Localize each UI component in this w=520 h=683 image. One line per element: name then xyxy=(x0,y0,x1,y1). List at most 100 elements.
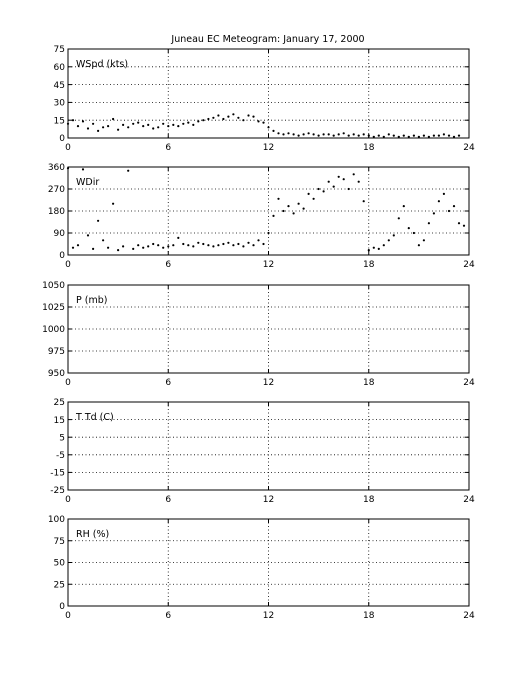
wdir-data-point xyxy=(387,239,390,242)
wspd-data-point xyxy=(372,135,375,138)
rh-xtick-label: 12 xyxy=(263,611,274,621)
temp-xtick-label: 12 xyxy=(263,495,274,505)
wdir-xtick-label: 18 xyxy=(363,260,375,270)
wspd-data-point xyxy=(107,125,110,128)
wdir-data-point xyxy=(227,241,230,244)
wdir-data-point xyxy=(197,241,200,244)
wspd-data-point xyxy=(367,134,370,137)
temp-axes-frame xyxy=(67,401,470,491)
wspd-panel: 0 6 12 18 24 0 15 30 45 60 75 WSpd (kts) xyxy=(54,45,475,153)
temp-ytick-label: -15 xyxy=(50,469,65,479)
wspd-data-point xyxy=(297,134,300,137)
wspd-ytick-label: 30 xyxy=(54,99,66,109)
rh-xtick-label: 24 xyxy=(463,611,475,621)
wspd-data-point xyxy=(172,123,175,126)
wdir-data-point xyxy=(377,247,380,250)
wspd-data-point xyxy=(302,133,305,136)
pressure-ytick-label: 975 xyxy=(48,347,65,357)
wdir-data-point xyxy=(107,246,110,249)
wdir-ytick-label: 360 xyxy=(48,163,65,173)
wspd-data-point xyxy=(227,115,230,118)
wspd-data-point xyxy=(187,121,190,124)
wdir-xtick-label: 0 xyxy=(65,260,71,270)
wspd-data-point xyxy=(147,123,150,126)
wdir-data-point xyxy=(247,241,250,244)
wdir-data-point xyxy=(427,222,430,225)
wspd-data-point xyxy=(427,135,430,138)
pressure-panel-label: P (mb) xyxy=(76,295,107,306)
wdir-data-point xyxy=(122,245,125,248)
wdir-data-point xyxy=(147,245,150,248)
wspd-data-point xyxy=(212,116,215,119)
wspd-data-point xyxy=(127,126,130,129)
wdir-data-point xyxy=(192,245,195,248)
wspd-data-point xyxy=(317,134,320,137)
wdir-data-point xyxy=(422,239,425,242)
wspd-data-point xyxy=(197,120,200,123)
wspd-data-point xyxy=(362,133,365,136)
wdir-data-point xyxy=(317,187,320,191)
wdir-ytick-label: 180 xyxy=(48,207,65,217)
wspd-ytick-label: 15 xyxy=(54,116,65,126)
temp-ytick-label: -25 xyxy=(50,486,65,496)
wdir-data-point xyxy=(81,168,85,171)
rh-ytick-label: 25 xyxy=(54,580,65,590)
wdir-data-point xyxy=(382,244,385,247)
rh-xtick-label: 6 xyxy=(165,611,171,621)
wspd-data-point xyxy=(237,116,240,119)
wdir-data-point xyxy=(402,205,405,208)
wspd-data-point xyxy=(232,113,235,116)
wspd-data-point xyxy=(412,134,415,137)
wdir-data-point xyxy=(157,244,160,247)
wspd-data-point xyxy=(242,119,245,122)
wspd-data-point xyxy=(122,123,125,126)
wspd-data-point xyxy=(327,133,330,136)
wdir-data-point xyxy=(327,180,330,183)
wspd-ytick-label: 0 xyxy=(59,134,65,144)
wspd-data-point xyxy=(257,120,260,123)
wspd-data-point xyxy=(452,135,456,138)
wdir-data-point xyxy=(337,175,340,178)
wdir-data-point xyxy=(347,187,350,191)
wdir-data-point xyxy=(112,202,115,205)
wspd-data-point xyxy=(167,125,170,128)
wspd-data-point xyxy=(272,129,275,132)
rh-ytick-label: 0 xyxy=(59,602,65,612)
wspd-data-point xyxy=(382,135,385,138)
wspd-data-point xyxy=(132,122,135,125)
wdir-panel-label: WDir xyxy=(76,177,99,188)
wspd-data-point xyxy=(71,119,75,122)
wdir-data-point xyxy=(86,234,90,237)
temp-ytick-label: 15 xyxy=(54,416,65,426)
wdir-data-point xyxy=(312,197,315,200)
wdir-data-point xyxy=(447,209,451,213)
wspd-data-point xyxy=(76,125,80,128)
wspd-xtick-label: 18 xyxy=(363,143,375,153)
wdir-data-point xyxy=(172,244,175,247)
temp-panel-label: T Td (C) xyxy=(75,412,114,423)
wdir-panel: 0 6 12 18 24 0 90 180 270 360 WDir xyxy=(48,163,475,270)
wdir-data-point xyxy=(202,242,205,246)
wspd-data-point xyxy=(447,134,451,137)
wspd-data-point xyxy=(182,122,185,125)
wdir-data-point xyxy=(302,207,305,210)
wdir-data-point xyxy=(132,247,135,250)
rh-panel-label: RH (%) xyxy=(76,529,109,540)
wspd-data-point xyxy=(347,134,350,137)
wspd-ytick-label: 45 xyxy=(54,81,65,91)
wdir-ytick-label: 0 xyxy=(59,251,65,261)
wdir-data-point xyxy=(92,247,95,250)
wdir-data-point xyxy=(362,200,365,203)
wspd-data-point xyxy=(192,123,195,126)
wspd-data-point xyxy=(177,125,180,128)
wspd-data-point xyxy=(202,119,205,122)
wspd-data-point xyxy=(402,134,405,137)
wspd-data-point xyxy=(387,133,390,136)
temp-xtick-label: 0 xyxy=(65,495,71,505)
wspd-data-point xyxy=(247,114,250,117)
wspd-data-point xyxy=(332,134,335,137)
wdir-xtick-label: 12 xyxy=(263,260,274,270)
wspd-data-point xyxy=(342,132,345,135)
temp-ytick-label: -5 xyxy=(56,451,65,461)
